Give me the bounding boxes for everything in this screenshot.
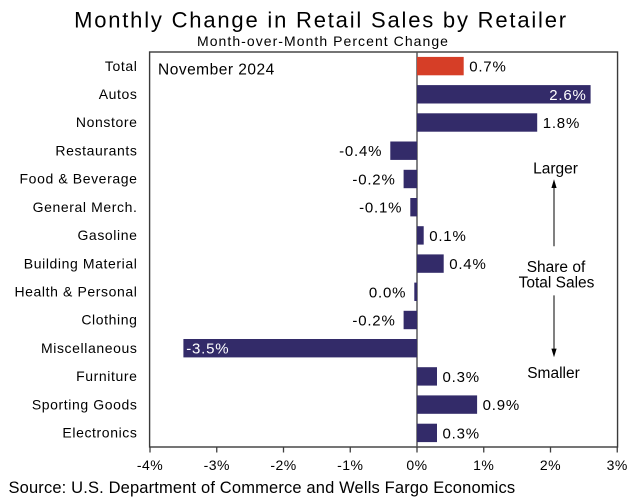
svg-text:0.9%: 0.9% xyxy=(483,397,520,414)
svg-text:Building Material: Building Material xyxy=(24,255,138,271)
svg-text:2.6%: 2.6% xyxy=(549,87,586,104)
svg-text:3%: 3% xyxy=(607,457,628,473)
svg-text:0.4%: 0.4% xyxy=(449,256,486,273)
svg-text:Total Sales: Total Sales xyxy=(519,275,595,292)
svg-text:Gasoline: Gasoline xyxy=(77,227,137,243)
svg-text:Food & Beverage: Food & Beverage xyxy=(20,171,138,187)
svg-text:Month-over-Month Percent Chang: Month-over-Month Percent Change xyxy=(197,33,449,49)
svg-text:Autos: Autos xyxy=(99,86,138,102)
svg-text:Health & Personal: Health & Personal xyxy=(14,284,137,300)
svg-text:Monthly Change in Retail Sales: Monthly Change in Retail Sales by Retail… xyxy=(74,8,568,33)
svg-text:Clothing: Clothing xyxy=(81,312,137,328)
svg-text:-1%: -1% xyxy=(337,457,363,473)
svg-text:General Merch.: General Merch. xyxy=(33,199,138,215)
svg-text:Restaurants: Restaurants xyxy=(55,142,137,158)
svg-text:Furniture: Furniture xyxy=(76,368,137,384)
svg-text:-3%: -3% xyxy=(204,457,230,473)
svg-text:1.8%: 1.8% xyxy=(543,115,580,132)
svg-text:-2%: -2% xyxy=(270,457,296,473)
svg-text:Total: Total xyxy=(105,58,138,74)
svg-text:0%: 0% xyxy=(406,457,427,473)
svg-text:Nonstore: Nonstore xyxy=(76,114,138,130)
svg-text:0.3%: 0.3% xyxy=(443,425,480,442)
svg-text:Source: U.S. Department of Com: Source: U.S. Department of Commerce and … xyxy=(9,479,516,497)
svg-text:Share of: Share of xyxy=(527,259,586,276)
svg-text:1%: 1% xyxy=(473,457,494,473)
svg-text:Larger: Larger xyxy=(533,161,578,178)
svg-text:0.3%: 0.3% xyxy=(443,369,480,386)
svg-text:2%: 2% xyxy=(540,457,561,473)
svg-text:November 2024: November 2024 xyxy=(158,62,275,79)
svg-text:-3.5%: -3.5% xyxy=(186,341,229,358)
svg-text:Sporting Goods: Sporting Goods xyxy=(32,396,138,412)
svg-text:0.0%: 0.0% xyxy=(369,284,406,301)
svg-text:-0.2%: -0.2% xyxy=(352,172,395,189)
svg-text:-0.2%: -0.2% xyxy=(352,313,395,330)
svg-text:Miscellaneous: Miscellaneous xyxy=(41,340,138,356)
svg-text:-4%: -4% xyxy=(137,457,163,473)
svg-text:-0.1%: -0.1% xyxy=(359,200,402,217)
svg-text:Smaller: Smaller xyxy=(527,365,580,382)
svg-text:0.1%: 0.1% xyxy=(429,228,466,245)
svg-text:0.7%: 0.7% xyxy=(469,59,506,76)
svg-text:Electronics: Electronics xyxy=(62,425,137,441)
svg-text:-0.4%: -0.4% xyxy=(339,143,382,160)
